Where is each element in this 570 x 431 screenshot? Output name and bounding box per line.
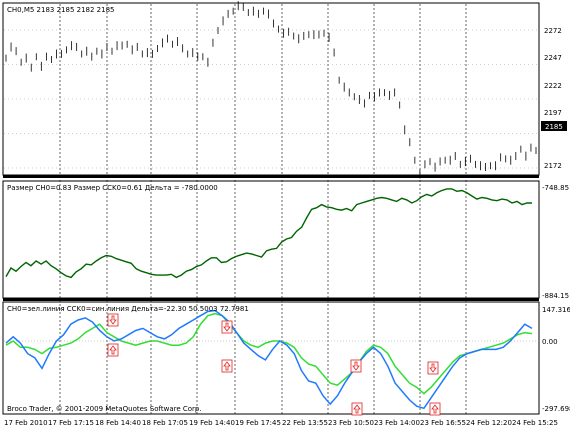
price-tick-label: 2172 <box>544 162 562 170</box>
arrow-down-icon <box>429 363 437 373</box>
signal-marker <box>107 343 119 357</box>
price-tick-label: 2197 <box>544 109 562 117</box>
oscillator-tick-label: 0.00 <box>542 338 558 346</box>
oscillator-panel-header: CH0=зел.линия CCK0=син.линия Дельта=-22.… <box>7 305 249 313</box>
signal-marker <box>429 402 441 416</box>
signal-marker-box <box>221 320 233 334</box>
spread-tick-label: -748.85 <box>542 184 569 192</box>
signal-marker-box <box>350 359 362 373</box>
signal-marker-box <box>351 402 363 416</box>
arrow-down-icon <box>109 315 117 325</box>
signal-marker-box <box>429 402 441 416</box>
oscillator-tick-label: -297.698 <box>542 405 570 413</box>
oscillator-panel-area[interactable] <box>2 301 540 415</box>
time-tick-label: 19 Feb 17:45 <box>235 419 281 427</box>
vertical-grid <box>59 4 467 414</box>
time-tick-label: 24 Feb 12:20 <box>466 419 512 427</box>
time-tick-label: 22 Feb 13:55 <box>282 419 328 427</box>
time-tick-label: 23 Feb 14:00 <box>374 419 420 427</box>
signal-marker-box <box>221 359 233 373</box>
signal-markers <box>107 313 441 416</box>
time-tick-label: 23 Feb 10:50 <box>328 419 374 427</box>
time-axis: 17 Feb 2010 17 Feb 17:15 18 Feb 14:40 18… <box>4 419 558 427</box>
oscillator-axis: 147.316 0.00 -297.698 <box>542 306 570 413</box>
time-tick-label: 23 Feb 16:55 <box>420 419 466 427</box>
ch0-oscillator-line <box>5 312 533 395</box>
signal-marker <box>427 361 439 375</box>
current-price-box <box>541 121 567 131</box>
signal-marker-box <box>427 361 439 375</box>
spread-panel-area[interactable] <box>2 180 540 299</box>
spread-axis: -748.85 -884.15 <box>542 184 569 300</box>
spread-tick-label: -884.15 <box>542 292 569 300</box>
time-tick-label: 18 Feb 17:05 <box>142 419 188 427</box>
spread-series-line <box>5 188 532 279</box>
signal-marker <box>350 359 362 373</box>
arrow-up-icon <box>353 404 361 414</box>
arrow-down-icon <box>352 361 360 371</box>
signal-marker <box>221 320 233 334</box>
oscillator-tick-label: 147.316 <box>542 306 570 314</box>
cck0-oscillator-line <box>5 309 533 410</box>
time-tick-label: 18 Feb 14:40 <box>95 419 141 427</box>
price-tick-label: 2247 <box>544 54 562 62</box>
panel-separator[interactable] <box>3 298 539 301</box>
main-chart-area[interactable] <box>2 2 540 176</box>
price-axis: 2272 2247 2222 2197 2172 2185 <box>541 27 567 170</box>
copyright-text: Broco Trader, © 2001-2009 MetaQuotes Sof… <box>7 405 202 413</box>
arrow-up-icon <box>109 345 117 355</box>
signal-marker <box>221 359 233 373</box>
arrow-up-icon <box>431 404 439 414</box>
time-tick-label: 19 Feb 14:40 <box>189 419 235 427</box>
signal-marker-box <box>107 313 119 327</box>
arrow-down-icon <box>223 322 231 332</box>
spread-panel-header: Размер CH0=0.83 Размер CCK0=0.61 Дельта … <box>7 184 218 192</box>
price-tick-label: 2222 <box>544 82 562 90</box>
time-tick-label: 24 Feb 15:25 <box>512 419 558 427</box>
time-tick-label: 17 Feb 17:15 <box>48 419 94 427</box>
price-tick-label: 2272 <box>544 27 562 35</box>
price-series <box>5 1 537 179</box>
signal-marker <box>107 313 119 327</box>
signal-marker <box>351 402 363 416</box>
time-tick-label: 17 Feb 2010 <box>4 419 48 427</box>
main-chart-header: CH0,M5 2183 2185 2182 2185 <box>7 6 114 14</box>
signal-marker-box <box>107 343 119 357</box>
panel-separator[interactable] <box>3 175 539 178</box>
arrow-up-icon <box>223 361 231 371</box>
current-price-label: 2185 <box>545 123 563 131</box>
